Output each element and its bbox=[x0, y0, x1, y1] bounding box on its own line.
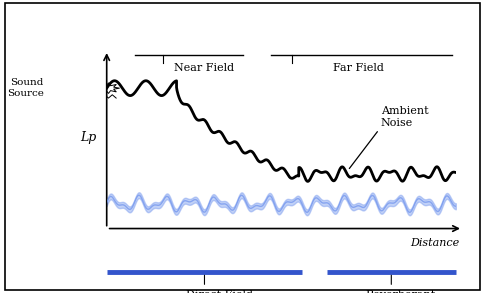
Text: Near Field: Near Field bbox=[174, 63, 234, 73]
Text: Reverberant
Field: Reverberant Field bbox=[365, 290, 435, 293]
Text: Direct Field: Direct Field bbox=[185, 290, 252, 293]
Text: Far Field: Far Field bbox=[332, 63, 383, 73]
Text: Sound
Source: Sound Source bbox=[7, 79, 44, 98]
Text: Lp: Lp bbox=[80, 131, 96, 144]
Text: Ambient
Noise: Ambient Noise bbox=[380, 106, 427, 128]
Text: Distance: Distance bbox=[409, 239, 458, 248]
